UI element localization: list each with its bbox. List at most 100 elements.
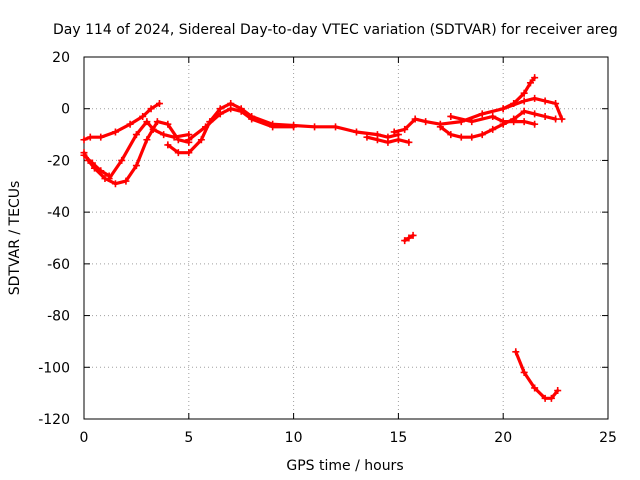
data-point [153,118,161,126]
data-point [541,97,549,105]
data-series-arc-7 [363,133,413,146]
data-point [531,110,539,118]
data-point [531,384,539,392]
series-line [82,120,191,186]
series-line [514,350,560,400]
data-point [510,118,518,126]
data-point [541,112,549,120]
data-point [118,156,126,164]
data-point [332,123,340,131]
data-point [132,131,140,139]
data-point [86,133,94,141]
y-tick-label: -120 [38,412,70,428]
data-point [401,125,409,133]
data-point [164,120,172,128]
data-point [143,136,151,144]
data-series-arc-6 [185,105,298,144]
data-point [216,110,224,118]
data-point [478,110,486,118]
data-point [390,128,398,136]
data-series-arc-10 [447,112,539,128]
data-point [499,118,507,126]
data-point [147,105,155,113]
data-point [352,128,360,136]
data-point [88,159,96,167]
data-series-arc-4 [80,151,113,180]
data-point [202,123,210,131]
data-series-arc-12 [401,231,417,245]
data-point [468,118,476,126]
series-line [438,109,558,139]
data-point [520,118,528,126]
y-tick-label: -20 [47,153,70,169]
y-axis-label: SDTVAR / TECUs [7,181,23,296]
data-series-arc-13 [512,348,562,402]
y-tick-label: -40 [47,205,70,221]
data-point [80,151,88,159]
data-point [149,125,157,133]
axes: 0 5 10 15 20 25 20 0 -20 -40 -60 -80 -100 -120 [38,50,617,446]
data-point [80,136,88,144]
x-tick-label: 10 [285,430,303,446]
data-point [520,368,528,376]
data-point [531,120,539,128]
data-series-arc-8 [390,94,566,136]
data-point [468,133,476,141]
data-series-arc-2 [80,100,163,144]
data-point [478,131,486,139]
x-tick-label: 0 [80,430,89,446]
data-point [409,231,417,239]
data-point [554,387,562,395]
data-point [489,125,497,133]
x-tick-label: 5 [184,430,193,446]
data-point [237,107,245,115]
data-point [520,97,528,105]
data-point [132,162,140,170]
data-point [139,112,147,120]
data-point [97,167,105,175]
data-point [531,94,539,102]
data-point [405,138,413,146]
data-point [164,141,172,149]
data-series-arc-9 [436,107,560,141]
data-point [531,74,539,82]
data-point [248,115,256,123]
series-line [187,107,296,142]
data-point [526,79,534,87]
data-point [122,177,130,185]
data-point [457,133,465,141]
data-point [520,107,528,115]
data-point [499,105,507,113]
data-series-arc-3 [105,118,193,183]
data-point [105,172,113,180]
x-axis-label: GPS time / hours [286,458,403,474]
data-point [541,394,549,402]
data-point [436,123,444,131]
chart-title: Day 114 of 2024, Sidereal Day-to-day VTE… [53,22,618,38]
data-point [447,131,455,139]
data-point [227,105,235,113]
data-point [290,123,298,131]
data-point [185,136,193,144]
data-point [489,112,497,120]
data-point [269,123,277,131]
x-tick-label: 15 [389,430,407,446]
data-point [111,180,119,188]
data-point [111,128,119,136]
data-point [510,100,518,108]
data-point [394,136,402,144]
series-line [82,153,111,178]
data-point [174,149,182,157]
x-tick-label: 20 [494,430,512,446]
data-point [373,136,381,144]
data-point [411,115,419,123]
data-point [552,100,560,108]
data-point [97,133,105,141]
data-point [512,348,520,356]
data-point [197,136,205,144]
data-point [160,131,168,139]
data-series-arc-11 [499,74,539,113]
data-point [384,138,392,146]
data-point [185,149,193,157]
